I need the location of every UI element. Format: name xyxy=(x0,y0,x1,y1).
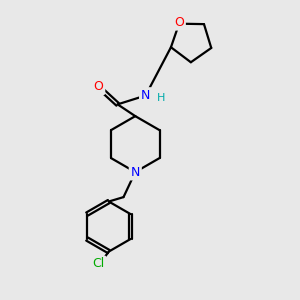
Text: O: O xyxy=(94,80,103,93)
Text: N: N xyxy=(141,89,150,102)
Text: Cl: Cl xyxy=(92,257,105,271)
Text: H: H xyxy=(157,93,165,103)
Text: O: O xyxy=(174,16,184,29)
Text: N: N xyxy=(130,166,140,178)
